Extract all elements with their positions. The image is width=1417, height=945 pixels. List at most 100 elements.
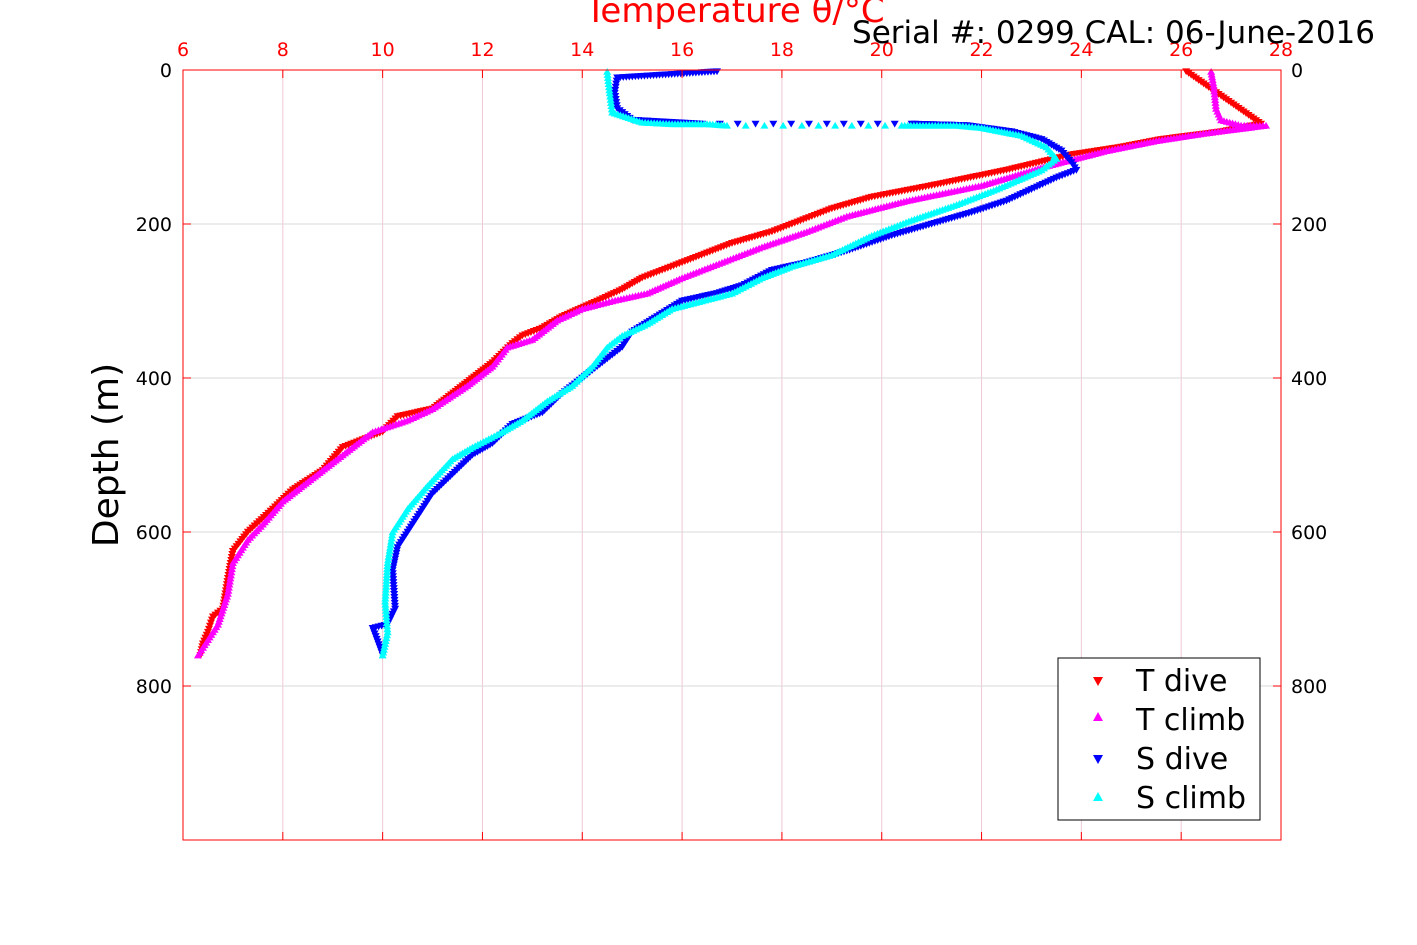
data-point bbox=[386, 540, 395, 548]
data-point bbox=[1209, 81, 1218, 89]
data-point bbox=[856, 120, 865, 128]
series-s-climb bbox=[378, 67, 1061, 659]
y-tick-label-left: 400 bbox=[136, 368, 172, 390]
data-point bbox=[605, 83, 614, 91]
x-tick-label: 6 bbox=[177, 39, 189, 61]
legend-label-t-dive: T dive bbox=[1135, 664, 1227, 699]
y-tick-label-right: 600 bbox=[1291, 522, 1327, 544]
data-point bbox=[603, 67, 612, 75]
data-point bbox=[606, 99, 615, 106]
data-point bbox=[378, 651, 387, 659]
data-point bbox=[224, 583, 233, 591]
x-tick-label: 16 bbox=[670, 39, 694, 61]
data-point bbox=[225, 577, 234, 585]
data-point bbox=[1209, 79, 1218, 86]
y-tick-label-left: 0 bbox=[160, 60, 172, 82]
x-tick-label: 8 bbox=[277, 39, 289, 61]
data-point bbox=[382, 634, 391, 642]
data-point bbox=[604, 77, 613, 84]
data-point bbox=[605, 89, 614, 97]
data-point bbox=[847, 121, 856, 129]
data-point bbox=[381, 603, 390, 611]
data-point bbox=[388, 528, 397, 536]
data-point bbox=[224, 586, 233, 594]
y-tick-label-right: 400 bbox=[1291, 368, 1327, 390]
data-point bbox=[1208, 73, 1217, 81]
data-point bbox=[379, 648, 388, 656]
data-point bbox=[382, 613, 391, 620]
series-s-dive bbox=[368, 68, 1081, 659]
legend-box bbox=[1057, 657, 1261, 821]
y-axis-label: Depth (m) bbox=[86, 363, 127, 547]
data-point bbox=[603, 71, 612, 78]
x-tick-label: 24 bbox=[1069, 39, 1093, 61]
data-point bbox=[1210, 93, 1219, 101]
data-point bbox=[382, 619, 391, 627]
data-point bbox=[864, 121, 873, 129]
data-point bbox=[606, 95, 615, 103]
data-point bbox=[1209, 84, 1218, 92]
chart-title: Temperature θ/°C bbox=[584, 0, 884, 31]
data-point bbox=[831, 121, 840, 129]
data-point bbox=[805, 120, 814, 128]
data-point bbox=[606, 92, 615, 100]
data-point bbox=[1208, 76, 1217, 84]
data-point bbox=[1211, 102, 1220, 109]
data-point bbox=[228, 562, 237, 570]
y-tick-label-right: 0 bbox=[1291, 60, 1303, 82]
data-point bbox=[379, 645, 388, 653]
data-point bbox=[381, 637, 390, 644]
data-point bbox=[225, 580, 234, 588]
data-point bbox=[227, 565, 236, 573]
data-point bbox=[381, 600, 390, 608]
data-point bbox=[769, 120, 778, 128]
data-point bbox=[760, 121, 769, 129]
data-point bbox=[383, 622, 392, 630]
data-point bbox=[387, 534, 396, 542]
data-point bbox=[607, 105, 616, 113]
x-tick-label: 22 bbox=[969, 39, 993, 61]
legend-label-s-climb: S climb bbox=[1136, 781, 1246, 816]
data-point bbox=[384, 553, 393, 560]
data-point bbox=[385, 546, 394, 554]
data-point bbox=[604, 80, 613, 88]
data-point bbox=[381, 640, 390, 647]
serial-annotation: Serial #: 0299 CAL: 06-June-2016 bbox=[852, 15, 1375, 51]
legend-marker-s-dive bbox=[1093, 755, 1103, 764]
legend-marker-t-dive bbox=[1093, 677, 1103, 686]
series-t-climb bbox=[193, 67, 1271, 659]
y-tick-label-left: 200 bbox=[136, 214, 172, 236]
y-tick-label-right: 200 bbox=[1291, 214, 1327, 236]
data-point bbox=[1207, 70, 1216, 78]
data-point bbox=[839, 120, 848, 128]
data-point bbox=[383, 631, 392, 639]
data-point bbox=[226, 574, 235, 582]
series-t-dive bbox=[196, 68, 1266, 659]
data-point bbox=[227, 568, 236, 576]
x-tick-label: 20 bbox=[870, 39, 894, 61]
data-point bbox=[1211, 96, 1220, 104]
data-point bbox=[733, 120, 742, 128]
data-point bbox=[226, 571, 235, 579]
x-tick-label: 18 bbox=[770, 39, 794, 61]
data-point bbox=[814, 121, 823, 129]
points-layer bbox=[193, 67, 1271, 659]
x-tick-label: 10 bbox=[371, 39, 395, 61]
data-point bbox=[228, 559, 237, 566]
data-point bbox=[741, 121, 750, 129]
data-point bbox=[779, 121, 788, 129]
legend-marker-s-climb bbox=[1093, 792, 1103, 801]
data-point bbox=[388, 531, 397, 539]
data-point bbox=[383, 625, 392, 633]
data-point bbox=[193, 651, 202, 659]
data-point bbox=[387, 537, 396, 545]
legend-label-t-climb: T climb bbox=[1135, 703, 1245, 738]
data-point bbox=[873, 120, 882, 128]
data-point bbox=[751, 120, 760, 128]
x-tick-label: 28 bbox=[1269, 39, 1293, 61]
data-point bbox=[383, 628, 392, 636]
legend-marker-t-climb bbox=[1093, 712, 1103, 721]
data-point bbox=[603, 74, 612, 81]
data-point bbox=[1211, 99, 1220, 106]
